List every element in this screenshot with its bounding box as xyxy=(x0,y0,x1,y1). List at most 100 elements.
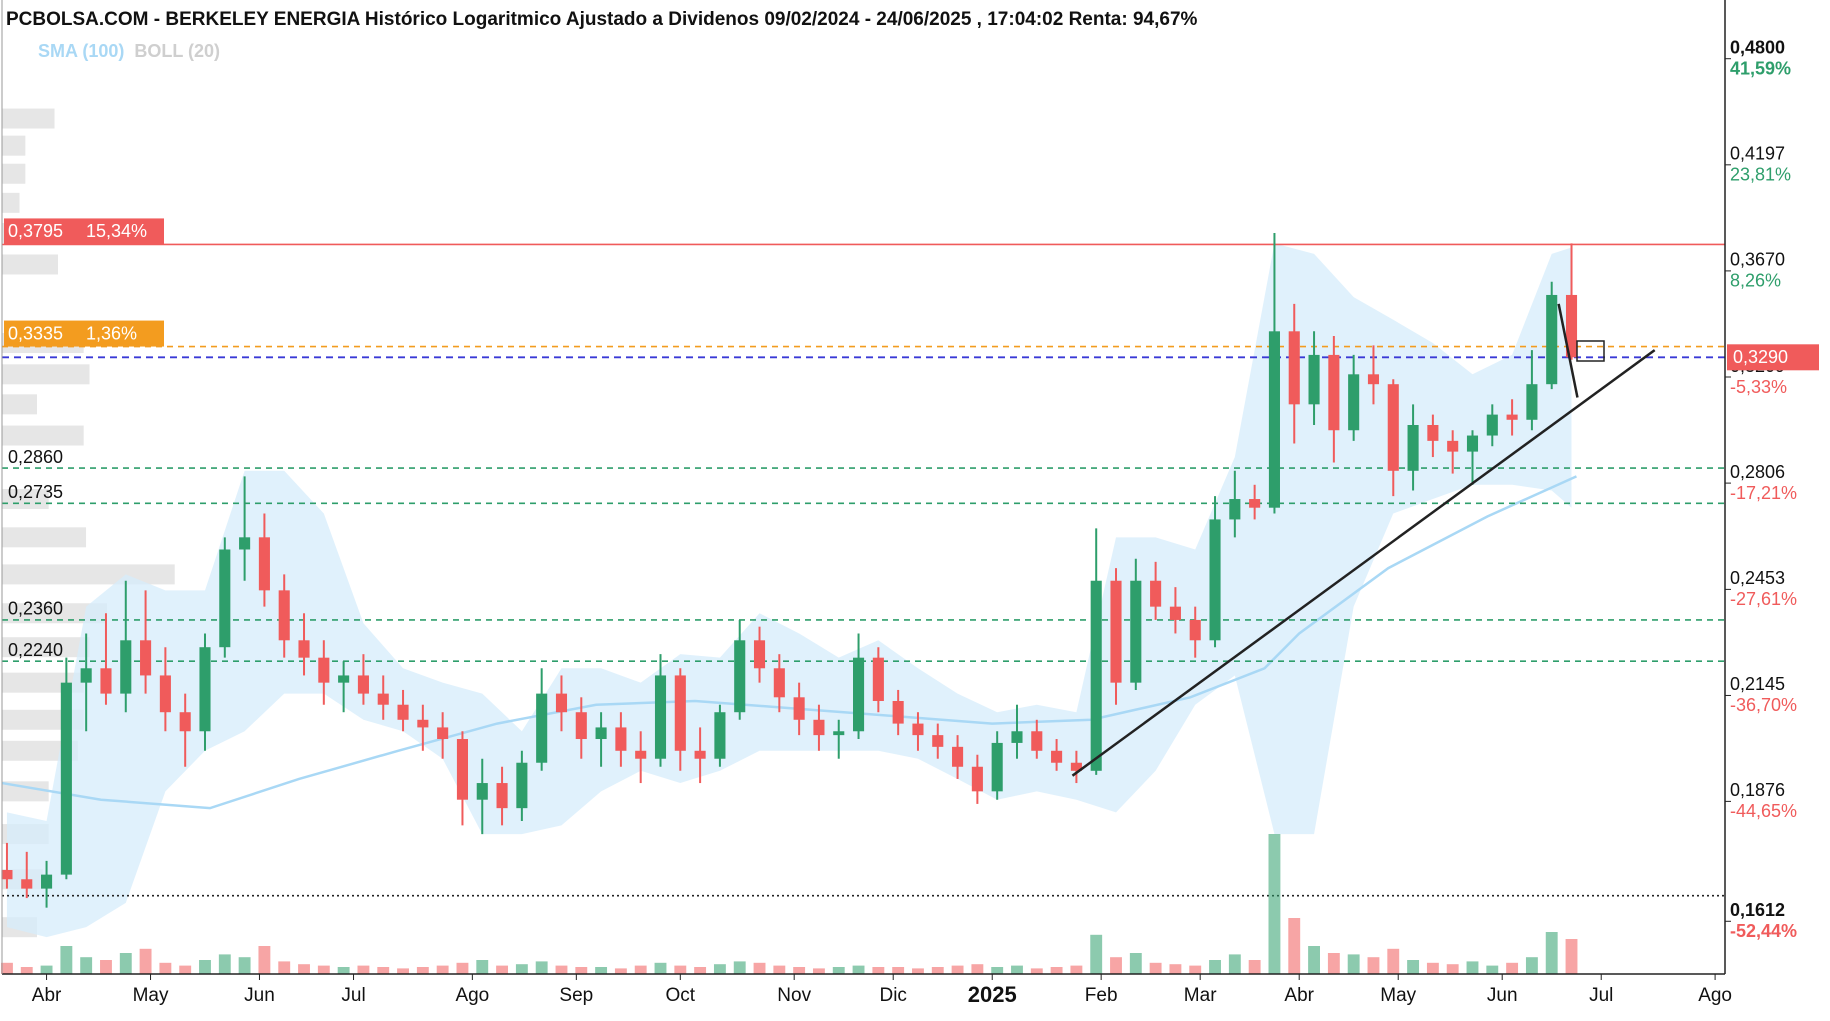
candle-body xyxy=(813,719,825,736)
volume-bar xyxy=(238,957,251,974)
volume-bar xyxy=(496,965,509,974)
candle-body xyxy=(140,640,152,676)
volume-bar xyxy=(852,965,865,974)
volume-bar xyxy=(654,962,667,974)
plot-area: 0,3795 15,34% 0,3335 1,36% 0,2860 0,2735 0,236… xyxy=(1,108,1725,974)
level-label: 0,3795 xyxy=(8,221,63,241)
volume-bar xyxy=(397,968,409,974)
legend-entry: SMA (100) xyxy=(38,41,124,61)
volume-profile-bar xyxy=(2,394,38,415)
candle-body xyxy=(1308,354,1320,405)
y-tick-change: -17,21% xyxy=(1730,483,1797,503)
candle-body xyxy=(1328,354,1340,431)
volume-bar xyxy=(1327,953,1340,974)
candle-body xyxy=(437,727,449,740)
candle-body xyxy=(417,719,429,728)
axes: 0,480041,59%0,419723,81%0,36708,26%0,320… xyxy=(32,37,1819,1007)
candle-body xyxy=(853,657,865,732)
candle-body xyxy=(1387,384,1399,471)
volume-profile-bar xyxy=(2,254,59,275)
volume-bar xyxy=(337,967,350,974)
candle-body xyxy=(1169,606,1181,620)
candle-body xyxy=(1189,619,1201,641)
volume-bar xyxy=(832,967,845,974)
candle-body xyxy=(21,879,33,889)
candle-body xyxy=(714,712,726,759)
volume-bar xyxy=(555,965,568,974)
volume-profile-bar xyxy=(2,637,90,658)
candle-body xyxy=(991,742,1003,792)
candle-body xyxy=(476,783,488,800)
y-tick-change: 23,81% xyxy=(1730,165,1791,185)
volume-profile-bar xyxy=(2,192,20,213)
volume-bar xyxy=(1149,962,1162,974)
trend-line xyxy=(1071,349,1656,777)
x-tick-label: Ago xyxy=(455,985,489,1006)
volume-bar xyxy=(1407,960,1420,974)
candle-body xyxy=(199,647,211,732)
candle-body xyxy=(1,870,13,880)
volume-bar xyxy=(1050,967,1063,974)
candle-body xyxy=(575,712,587,740)
y-tick-label: 0,3670 xyxy=(1730,250,1785,270)
volume-bar xyxy=(1545,932,1558,974)
x-tick-label: May xyxy=(1380,985,1416,1006)
volume-profile-bar xyxy=(2,603,108,624)
candle-body xyxy=(555,693,568,713)
volume-bar xyxy=(694,967,707,974)
candle-body xyxy=(1051,750,1063,763)
level-change: 15,34% xyxy=(86,221,147,241)
candle-body xyxy=(41,874,53,889)
volume-bar xyxy=(713,964,726,974)
y-tick-label: 0,1612 xyxy=(1730,900,1785,920)
level-change: 1,36% xyxy=(86,323,137,343)
candle-body xyxy=(60,682,72,875)
volume-bar xyxy=(1446,964,1459,974)
volume-bar xyxy=(1268,834,1281,974)
volume-bar xyxy=(1090,934,1103,974)
volume-bar xyxy=(991,967,1004,974)
y-tick-label: 0,1876 xyxy=(1730,780,1785,800)
volume-bar xyxy=(535,961,548,974)
candle-body xyxy=(773,668,785,698)
candle-body xyxy=(694,750,706,759)
y-tick-label: 0,2453 xyxy=(1730,568,1785,588)
x-tick-label: Feb xyxy=(1085,985,1118,1006)
candle-body xyxy=(595,727,607,740)
candle-body xyxy=(1546,294,1558,385)
volume-bar xyxy=(60,946,73,974)
candle-body xyxy=(318,657,330,683)
candle-body xyxy=(1070,762,1082,771)
candle-body xyxy=(1288,331,1300,405)
candle-body xyxy=(159,675,171,713)
candle-body xyxy=(1565,294,1578,358)
volume-bar xyxy=(1209,960,1221,974)
volume-bar xyxy=(773,965,786,974)
volume-bar xyxy=(674,965,687,974)
candle-body xyxy=(1249,499,1261,508)
volume-bar xyxy=(159,962,172,974)
y-tick-label: 0,4197 xyxy=(1730,144,1785,164)
volume-bar xyxy=(753,962,766,974)
candle-body xyxy=(120,640,132,694)
current-price-label: 0,3290 xyxy=(1733,347,1788,367)
volume-bar xyxy=(476,960,489,974)
candle-body xyxy=(1090,580,1102,771)
candle-body xyxy=(912,723,924,736)
volume-bar xyxy=(1011,965,1023,974)
volume-bar xyxy=(1387,948,1400,974)
candle-body xyxy=(278,590,290,641)
x-tick-label: Abr xyxy=(32,985,62,1006)
candle-body xyxy=(80,668,92,683)
x-tick-label: Sep xyxy=(559,985,593,1006)
x-tick-label: Jun xyxy=(1487,985,1518,1006)
x-tick-label: Mar xyxy=(1184,985,1217,1006)
volume-bar xyxy=(100,960,112,974)
x-tick-label: Jun xyxy=(244,985,275,1006)
candle-body xyxy=(258,537,270,591)
level-label: 0,2860 xyxy=(8,447,63,467)
volume-bar xyxy=(971,964,984,974)
candle-body xyxy=(1130,580,1142,683)
